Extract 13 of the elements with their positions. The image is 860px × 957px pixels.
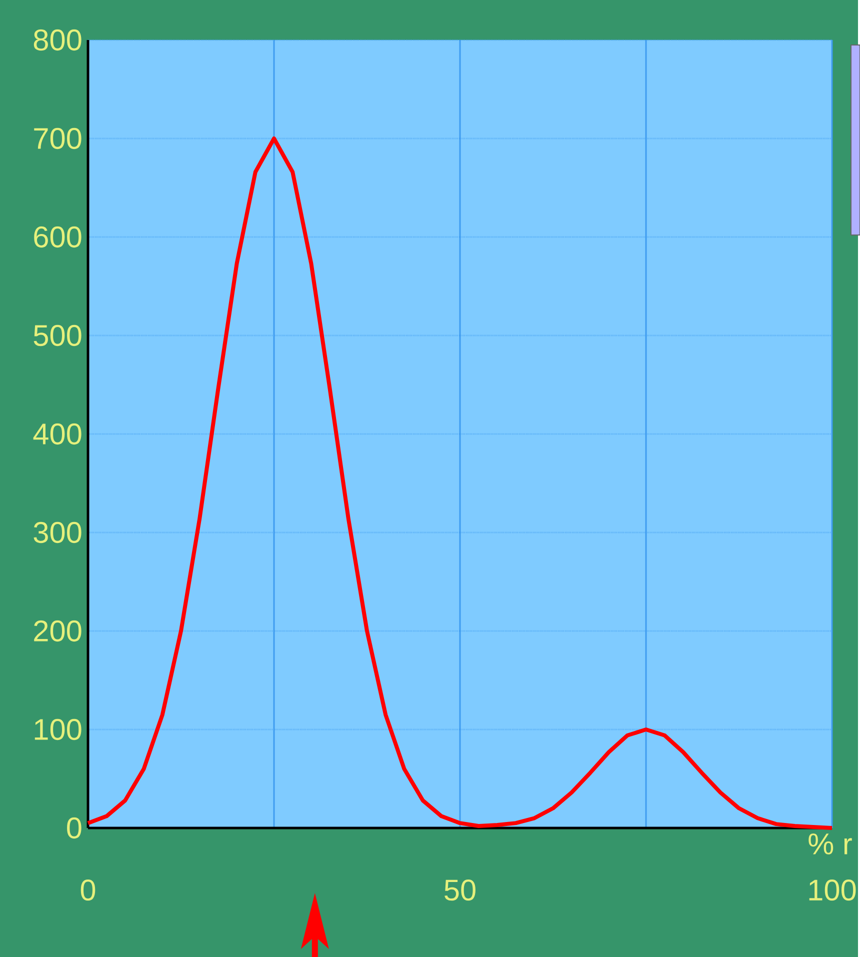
x-tick-label: 100 xyxy=(809,880,856,901)
y-tick-label: 500 xyxy=(34,324,82,346)
y-tick-label: 400 xyxy=(33,423,82,445)
y-tick-label: 200 xyxy=(34,620,82,642)
y-tick-label: 100 xyxy=(34,718,82,740)
x-tick-label: 0 xyxy=(80,880,95,901)
y-tick-label: 300 xyxy=(34,522,82,544)
y-tick-label: 800 xyxy=(34,29,82,51)
y-tick-label: 700 xyxy=(34,128,82,150)
y-tick-label: 600 xyxy=(34,226,82,248)
x-axis-title: % r xyxy=(808,834,852,854)
y-tick-label: 0 xyxy=(66,817,82,839)
x-tick-label: 50 xyxy=(444,880,476,901)
